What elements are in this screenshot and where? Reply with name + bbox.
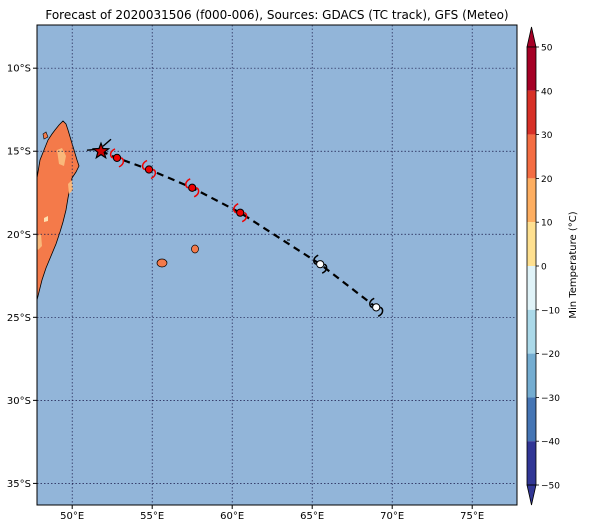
cyclone-arc [369, 297, 375, 309]
madagascar-landmass [37, 120, 80, 301]
lon-tick-label: 75°E [460, 511, 484, 522]
cyclone-marker [109, 148, 125, 168]
cyclone-marker [185, 178, 200, 198]
lat-tick-label: 20°S [7, 230, 31, 241]
reunion-island [156, 258, 168, 268]
ocean [37, 25, 517, 505]
colorbar-segment [527, 266, 536, 310]
mauritius-island [191, 244, 199, 254]
colorbar-extend-top [526, 26, 537, 48]
colorbar-tick-label: 50 [541, 44, 553, 54]
chart-title: Forecast of 2020031506 (f000-006), Sourc… [45, 8, 508, 22]
colorbar-tick-label: 0 [541, 263, 547, 273]
colorbar-tick-label: −30 [541, 394, 560, 404]
lat-tick-label: 10°S [7, 64, 31, 75]
warm-patch [37, 234, 42, 250]
cyclone-center [316, 260, 325, 269]
colorbar-segment [527, 309, 536, 354]
cyclone-arc [233, 203, 239, 214]
cyclone-center [372, 303, 381, 312]
lon-tick-label: 50°E [60, 511, 84, 522]
lon-tick-label: 70°E [380, 511, 404, 522]
colorbar-extend-bottom [526, 484, 537, 506]
lon-tick-label: 55°E [140, 511, 164, 522]
colorbar: 50 40 30 20 10 0 −10 −20 −30 −40 −50 [526, 26, 560, 506]
colorbar-segment [527, 47, 536, 91]
cyclone-center [236, 208, 245, 217]
cyclone-arc [377, 306, 384, 318]
cyclone-arc [118, 157, 125, 168]
warm-patch [68, 180, 73, 194]
lat-tick-label: 15°S [7, 147, 31, 158]
colorbar-segment [527, 397, 536, 442]
warm-patch [57, 148, 66, 166]
colorbar-tick-label: 30 [541, 131, 553, 141]
colorbar-segment [527, 90, 536, 135]
cyclone-track [86, 138, 384, 318]
cyclone-marker [313, 254, 328, 274]
cyclone-arc [150, 168, 157, 180]
colorbar-segment [527, 178, 536, 223]
cyclone-center [112, 153, 122, 162]
cyclone-arc [241, 211, 248, 223]
colorbar-tick-label: −50 [541, 482, 560, 492]
lon-tick-label: 60°E [220, 511, 244, 522]
cyclone-marker [233, 203, 248, 223]
colorbar-segment [527, 353, 536, 398]
lat-tick-label: 35°S [7, 479, 31, 490]
colorbar-segment [527, 441, 536, 485]
map-frame [36, 24, 518, 506]
cyclone-arc [321, 263, 328, 274]
colorbar-tick-label: 40 [541, 87, 553, 97]
current-position-star [91, 141, 111, 160]
lat-tick-label: 25°S [7, 313, 31, 324]
cyclone-center [144, 165, 154, 174]
axis-ticks: 50°E 55°E 60°E 65°E 70°E 75°E 10°S 15°S 20°S 25°S… [7, 64, 484, 522]
cyclone-arc [141, 159, 148, 171]
map-area [37, 25, 517, 505]
cyclone-arc [193, 187, 200, 198]
colorbar-tick-label: −40 [541, 438, 560, 448]
colorbar-segment [527, 134, 536, 179]
cyclone-arc [109, 148, 116, 159]
colorbar-tick-label: −10 [541, 306, 560, 316]
colorbar-label: Min Temperature (°C) [568, 211, 579, 318]
lat-tick-label: 30°S [7, 396, 31, 407]
colorbar-segment [527, 222, 536, 266]
cyclone-center [188, 183, 197, 192]
colorbar-tick-label: −20 [541, 350, 560, 360]
colorbar-tick-label: 20 [541, 175, 553, 185]
cyclone-arc [185, 178, 191, 189]
cyclone-marker [369, 297, 384, 318]
cyclone-marker [141, 159, 157, 180]
cyclone-arc [313, 254, 319, 265]
small-island [42, 131, 49, 140]
gridlines [37, 25, 517, 505]
storm-tail-line [102, 138, 112, 147]
warm-patch [44, 216, 48, 222]
lon-tick-label: 65°E [300, 511, 324, 522]
colorbar-tick-label: 10 [541, 219, 553, 229]
